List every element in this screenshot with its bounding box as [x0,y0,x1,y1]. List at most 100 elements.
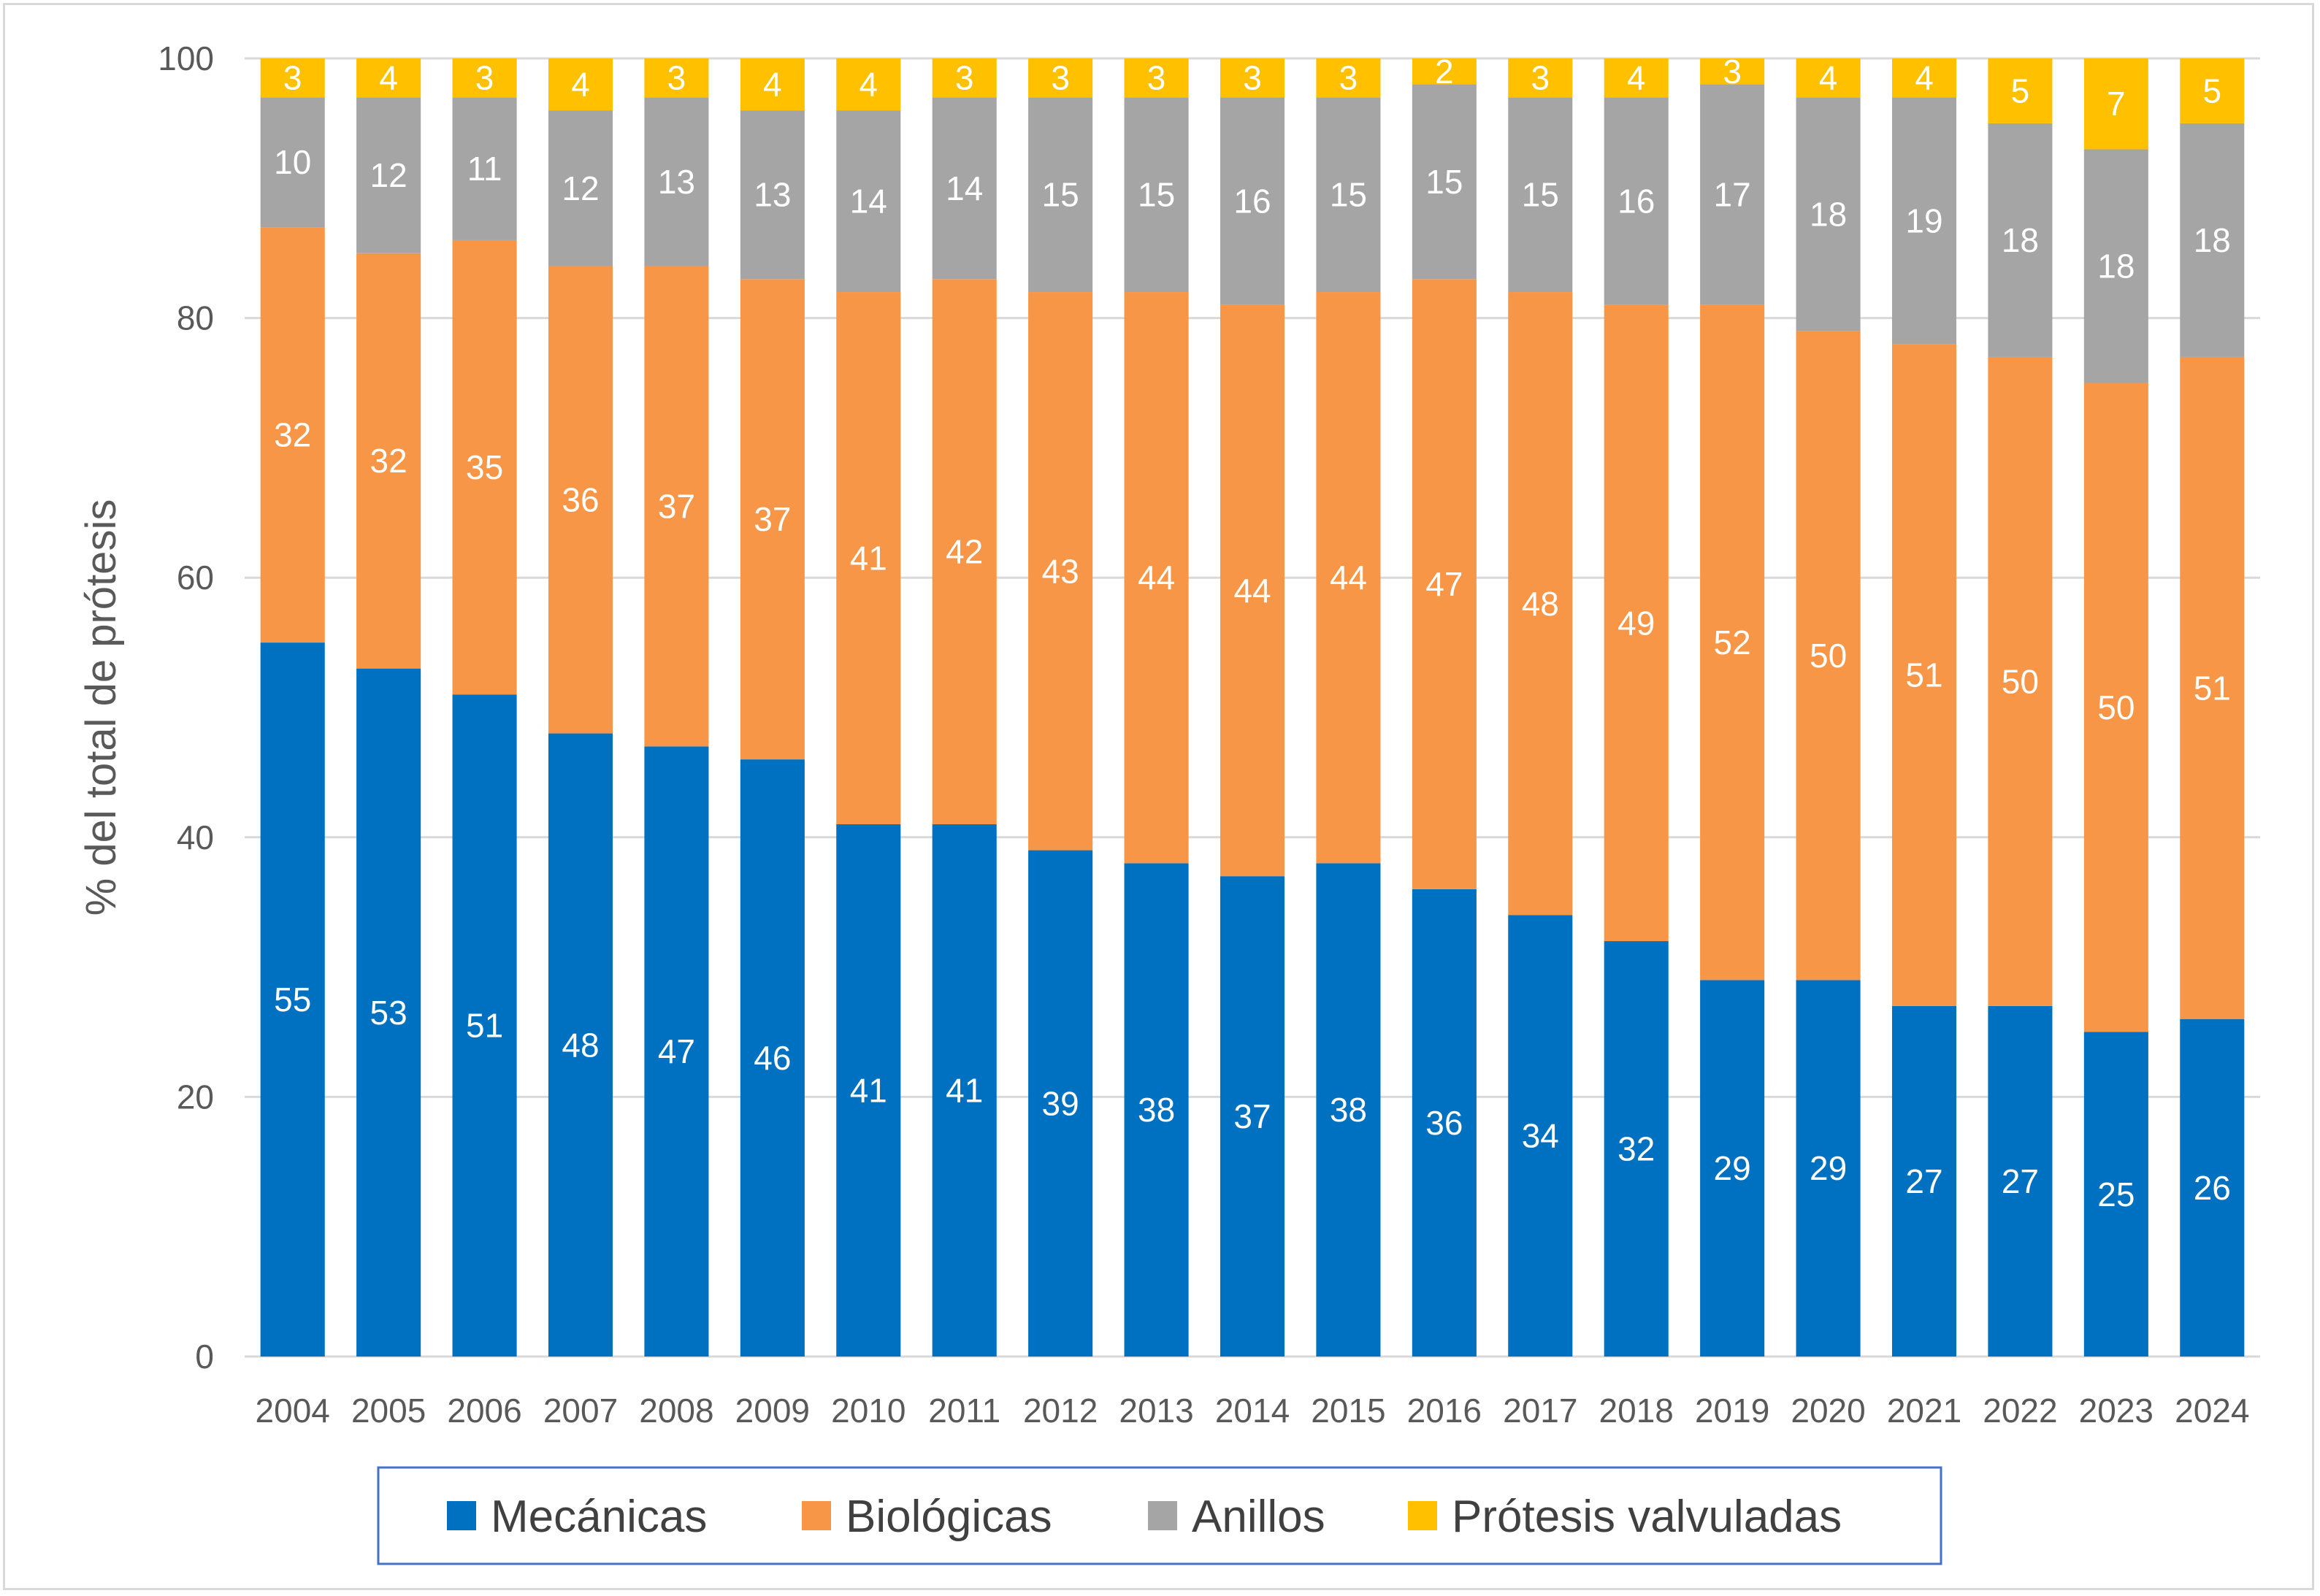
bar-segment [1796,58,1861,98]
data-label: 4 [1819,59,1838,97]
bar-segment [932,824,997,1357]
bar-segment [1316,97,1381,293]
x-tick-label: 2024 [2175,1392,2249,1430]
bar-segment [1220,58,1285,98]
bar-segment [1124,292,1189,864]
bar-segment [548,266,613,734]
bar-segment [1796,97,1861,331]
bar-segment [932,97,997,280]
bar-segment [740,279,805,760]
x-tick-label: 2006 [447,1392,521,1430]
bar-segment [1508,915,1573,1357]
bar-segment [1891,1005,1957,1357]
bar-segment [356,97,421,253]
bar-segment [1028,58,1093,98]
data-label: 3 [1339,59,1358,97]
x-tick-label: 2023 [2079,1392,2154,1430]
legend-label: Biológicas [846,1492,1052,1542]
data-label: 43 [1042,552,1079,590]
data-label: 50 [2002,662,2039,700]
data-label: 18 [2194,221,2231,259]
data-label: 51 [2194,669,2231,707]
bar-segment [644,266,709,747]
data-label: 4 [763,66,782,104]
bar-segment [1891,97,1957,345]
data-label: 42 [946,533,983,571]
data-label: 15 [1522,176,1559,214]
x-tick-label: 2022 [1983,1392,2057,1430]
bar-segment [1124,97,1189,293]
x-tick-label: 2005 [351,1392,426,1430]
bar-segment [932,58,997,98]
y-tick-label: 0 [195,1338,214,1376]
data-label: 4 [379,59,398,97]
bar-segment [1988,58,2053,123]
data-label: 32 [1618,1130,1655,1168]
data-label: 15 [1425,163,1463,201]
data-label: 35 [466,448,503,486]
y-tick-label: 40 [177,818,214,856]
data-label: 34 [1522,1117,1559,1155]
bar-segment [1796,980,1861,1357]
data-label: 15 [1042,176,1079,214]
bar-segment [260,227,325,643]
data-label: 44 [1138,559,1175,596]
bar-segment [452,694,517,1357]
data-label: 4 [571,66,590,104]
bar-segment [1220,304,1285,877]
bar-segment [836,824,901,1357]
x-tick-label: 2010 [831,1392,906,1430]
x-tick-label: 2017 [1503,1392,1577,1430]
data-label: 5 [2202,72,2221,110]
bar-segment [1700,304,1765,981]
bar-segment [1891,58,1957,98]
data-label: 13 [658,163,695,201]
data-label: 36 [1425,1104,1463,1142]
bar-segment [1988,356,2053,1006]
data-label: 4 [1627,59,1646,97]
x-tick-label: 2011 [928,1392,1000,1430]
x-tick-label: 2020 [1791,1392,1865,1430]
data-label: 4 [859,66,878,104]
bars [260,58,2245,1357]
bar-segment [1988,1005,2053,1357]
bar-segment [740,110,805,280]
data-label: 2 [1435,53,1454,91]
data-label: 18 [2097,247,2135,285]
bar-segment [1220,97,1285,305]
x-tick-label: 2019 [1695,1392,1769,1430]
data-label: 3 [283,59,302,97]
data-label: 32 [370,442,407,480]
bar-segment [548,58,613,111]
data-label: 3 [475,59,494,97]
data-label: 27 [1905,1162,1942,1200]
bar-segment [2083,149,2148,383]
data-label: 13 [754,176,791,214]
data-label: 16 [1233,183,1271,220]
bar-segment [740,58,805,111]
data-label: 44 [1233,572,1271,610]
bar-segment [1124,58,1189,98]
data-label: 17 [1714,176,1751,214]
legend-label: Mecánicas [491,1492,707,1542]
x-tick-label: 2007 [543,1392,618,1430]
bar-segment [1220,876,1285,1357]
data-label: 51 [466,1007,503,1045]
bar-segment [1700,980,1765,1357]
bar-segment [1316,863,1381,1357]
data-label: 44 [1330,559,1367,596]
bar-segment [1508,292,1573,916]
bar-segment [452,97,517,240]
bar-segment [1028,97,1093,293]
data-label: 29 [1810,1149,1847,1187]
data-label: 12 [562,169,599,207]
data-label: 27 [2002,1162,2039,1200]
data-label: 37 [658,487,695,525]
bar-segment [2083,58,2148,150]
data-label: 3 [1243,59,1262,97]
y-tick-label: 60 [177,559,214,596]
data-label: 25 [2097,1175,2135,1213]
bar-segment [1028,292,1093,851]
data-label: 53 [370,994,407,1032]
bar-segment [2180,1018,2245,1357]
